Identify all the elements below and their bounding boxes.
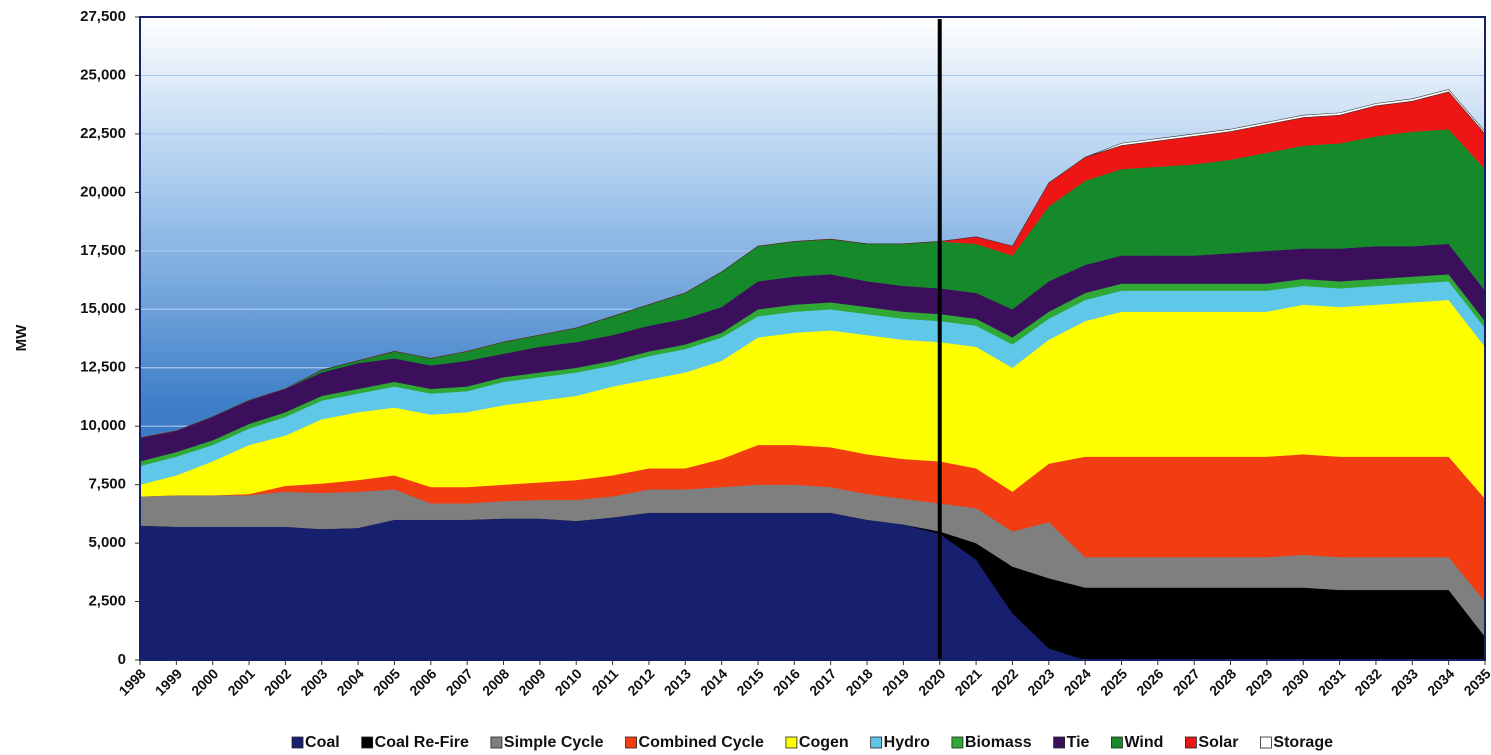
- legend-swatch: [1260, 736, 1272, 749]
- legend-label: Coal: [305, 734, 340, 751]
- y-tick-label: 20,000: [80, 183, 126, 200]
- x-tick-label: 2017: [806, 665, 839, 698]
- x-tick-label: 2028: [1206, 665, 1239, 698]
- legend-swatch: [291, 736, 304, 749]
- x-tick-label: 2003: [297, 665, 330, 698]
- x-tick-label: 2006: [406, 665, 439, 698]
- x-tick-label: 2033: [1388, 665, 1421, 698]
- x-tick-label: 2007: [443, 665, 476, 698]
- y-tick-label: 17,500: [80, 242, 126, 259]
- y-tick-label: 15,000: [80, 300, 126, 317]
- legend-swatch: [870, 736, 883, 749]
- x-tick-label: 1998: [115, 665, 148, 698]
- x-tick-label: 2026: [1133, 665, 1166, 698]
- legend-label: Combined Cycle: [639, 734, 764, 751]
- y-tick-label: 10,000: [80, 417, 126, 434]
- plot-frame: [139, 16, 1486, 661]
- x-tick-label: 2032: [1351, 665, 1384, 698]
- legend-swatch: [490, 736, 503, 749]
- x-tick-label: 2008: [479, 665, 512, 698]
- legend-swatch: [951, 736, 964, 749]
- legend-swatch: [1111, 736, 1123, 749]
- x-tick-label: 2001: [224, 665, 257, 698]
- x-tick-label: 2014: [697, 665, 730, 698]
- x-tick-label: 2034: [1424, 665, 1457, 698]
- x-tick-label: 2022: [988, 665, 1021, 698]
- y-tick-label: 25,000: [80, 66, 126, 83]
- legend-label: Cogen: [799, 734, 849, 751]
- legend-label: Coal Re-Fire: [375, 734, 469, 751]
- x-tick-label: 2002: [261, 665, 294, 698]
- y-tick-label: 2,500: [88, 593, 126, 610]
- legend-label: Wind: [1124, 734, 1163, 751]
- x-tick-label: 2019: [879, 665, 912, 698]
- x-tick-label: 2004: [334, 665, 367, 698]
- y-tick-label: 7,500: [88, 476, 126, 493]
- y-tick-label: 22,500: [80, 125, 126, 142]
- x-tick-label: 2005: [370, 665, 403, 698]
- x-tick-label: 2023: [1024, 665, 1057, 698]
- legend-swatch: [361, 736, 374, 749]
- legend-label: Solar: [1198, 734, 1238, 751]
- x-tick-label: 2025: [1097, 665, 1130, 698]
- legend-swatch: [785, 736, 798, 749]
- x-tick-label: 2012: [624, 665, 657, 698]
- y-tick-label: 5,000: [88, 534, 126, 551]
- x-tick-label: 2009: [515, 665, 548, 698]
- legend-swatch: [1184, 736, 1197, 749]
- legend-label: Hydro: [884, 734, 930, 751]
- x-tick-label: 2016: [770, 665, 803, 698]
- legend-label: Tie: [1067, 734, 1090, 751]
- x-tick-label: 2029: [1242, 665, 1275, 698]
- x-tick-label: 1999: [152, 665, 185, 698]
- legend-label: Simple Cycle: [504, 734, 604, 751]
- x-tick-label: 2000: [188, 665, 221, 698]
- x-tick-label: 2035: [1460, 665, 1491, 698]
- x-tick-label: 2020: [915, 665, 948, 698]
- y-tick-label: 27,500: [80, 8, 126, 25]
- legend: Coal Coal Re-Fire Simple Cycle Combined Cyc…: [291, 734, 1333, 751]
- y-axis-label: MW: [13, 324, 30, 351]
- x-tick-label: 2027: [1170, 665, 1203, 698]
- x-tick-label: 2031: [1315, 665, 1348, 698]
- legend-swatch: [1053, 736, 1066, 749]
- legend-label: Storage: [1273, 734, 1333, 751]
- y-tick-label: 12,500: [80, 359, 126, 376]
- legend-swatch: [625, 736, 637, 749]
- x-tick-label: 2010: [552, 665, 585, 698]
- legend-label: Biomass: [965, 734, 1032, 751]
- x-tick-label: 2013: [661, 665, 694, 698]
- x-tick-label: 2030: [1279, 665, 1312, 698]
- x-tick-label: 2018: [842, 665, 875, 698]
- x-tick-label: 2015: [733, 665, 766, 698]
- y-tick-label: 0: [118, 651, 126, 668]
- x-tick-label: 2011: [589, 665, 622, 698]
- x-tick-label: 2021: [951, 665, 984, 698]
- x-tick-label: 2024: [1061, 665, 1094, 698]
